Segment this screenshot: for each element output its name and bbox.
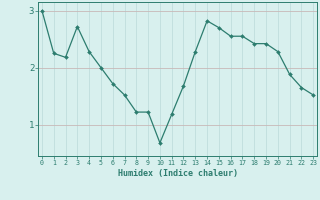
X-axis label: Humidex (Indice chaleur): Humidex (Indice chaleur) (118, 169, 238, 178)
